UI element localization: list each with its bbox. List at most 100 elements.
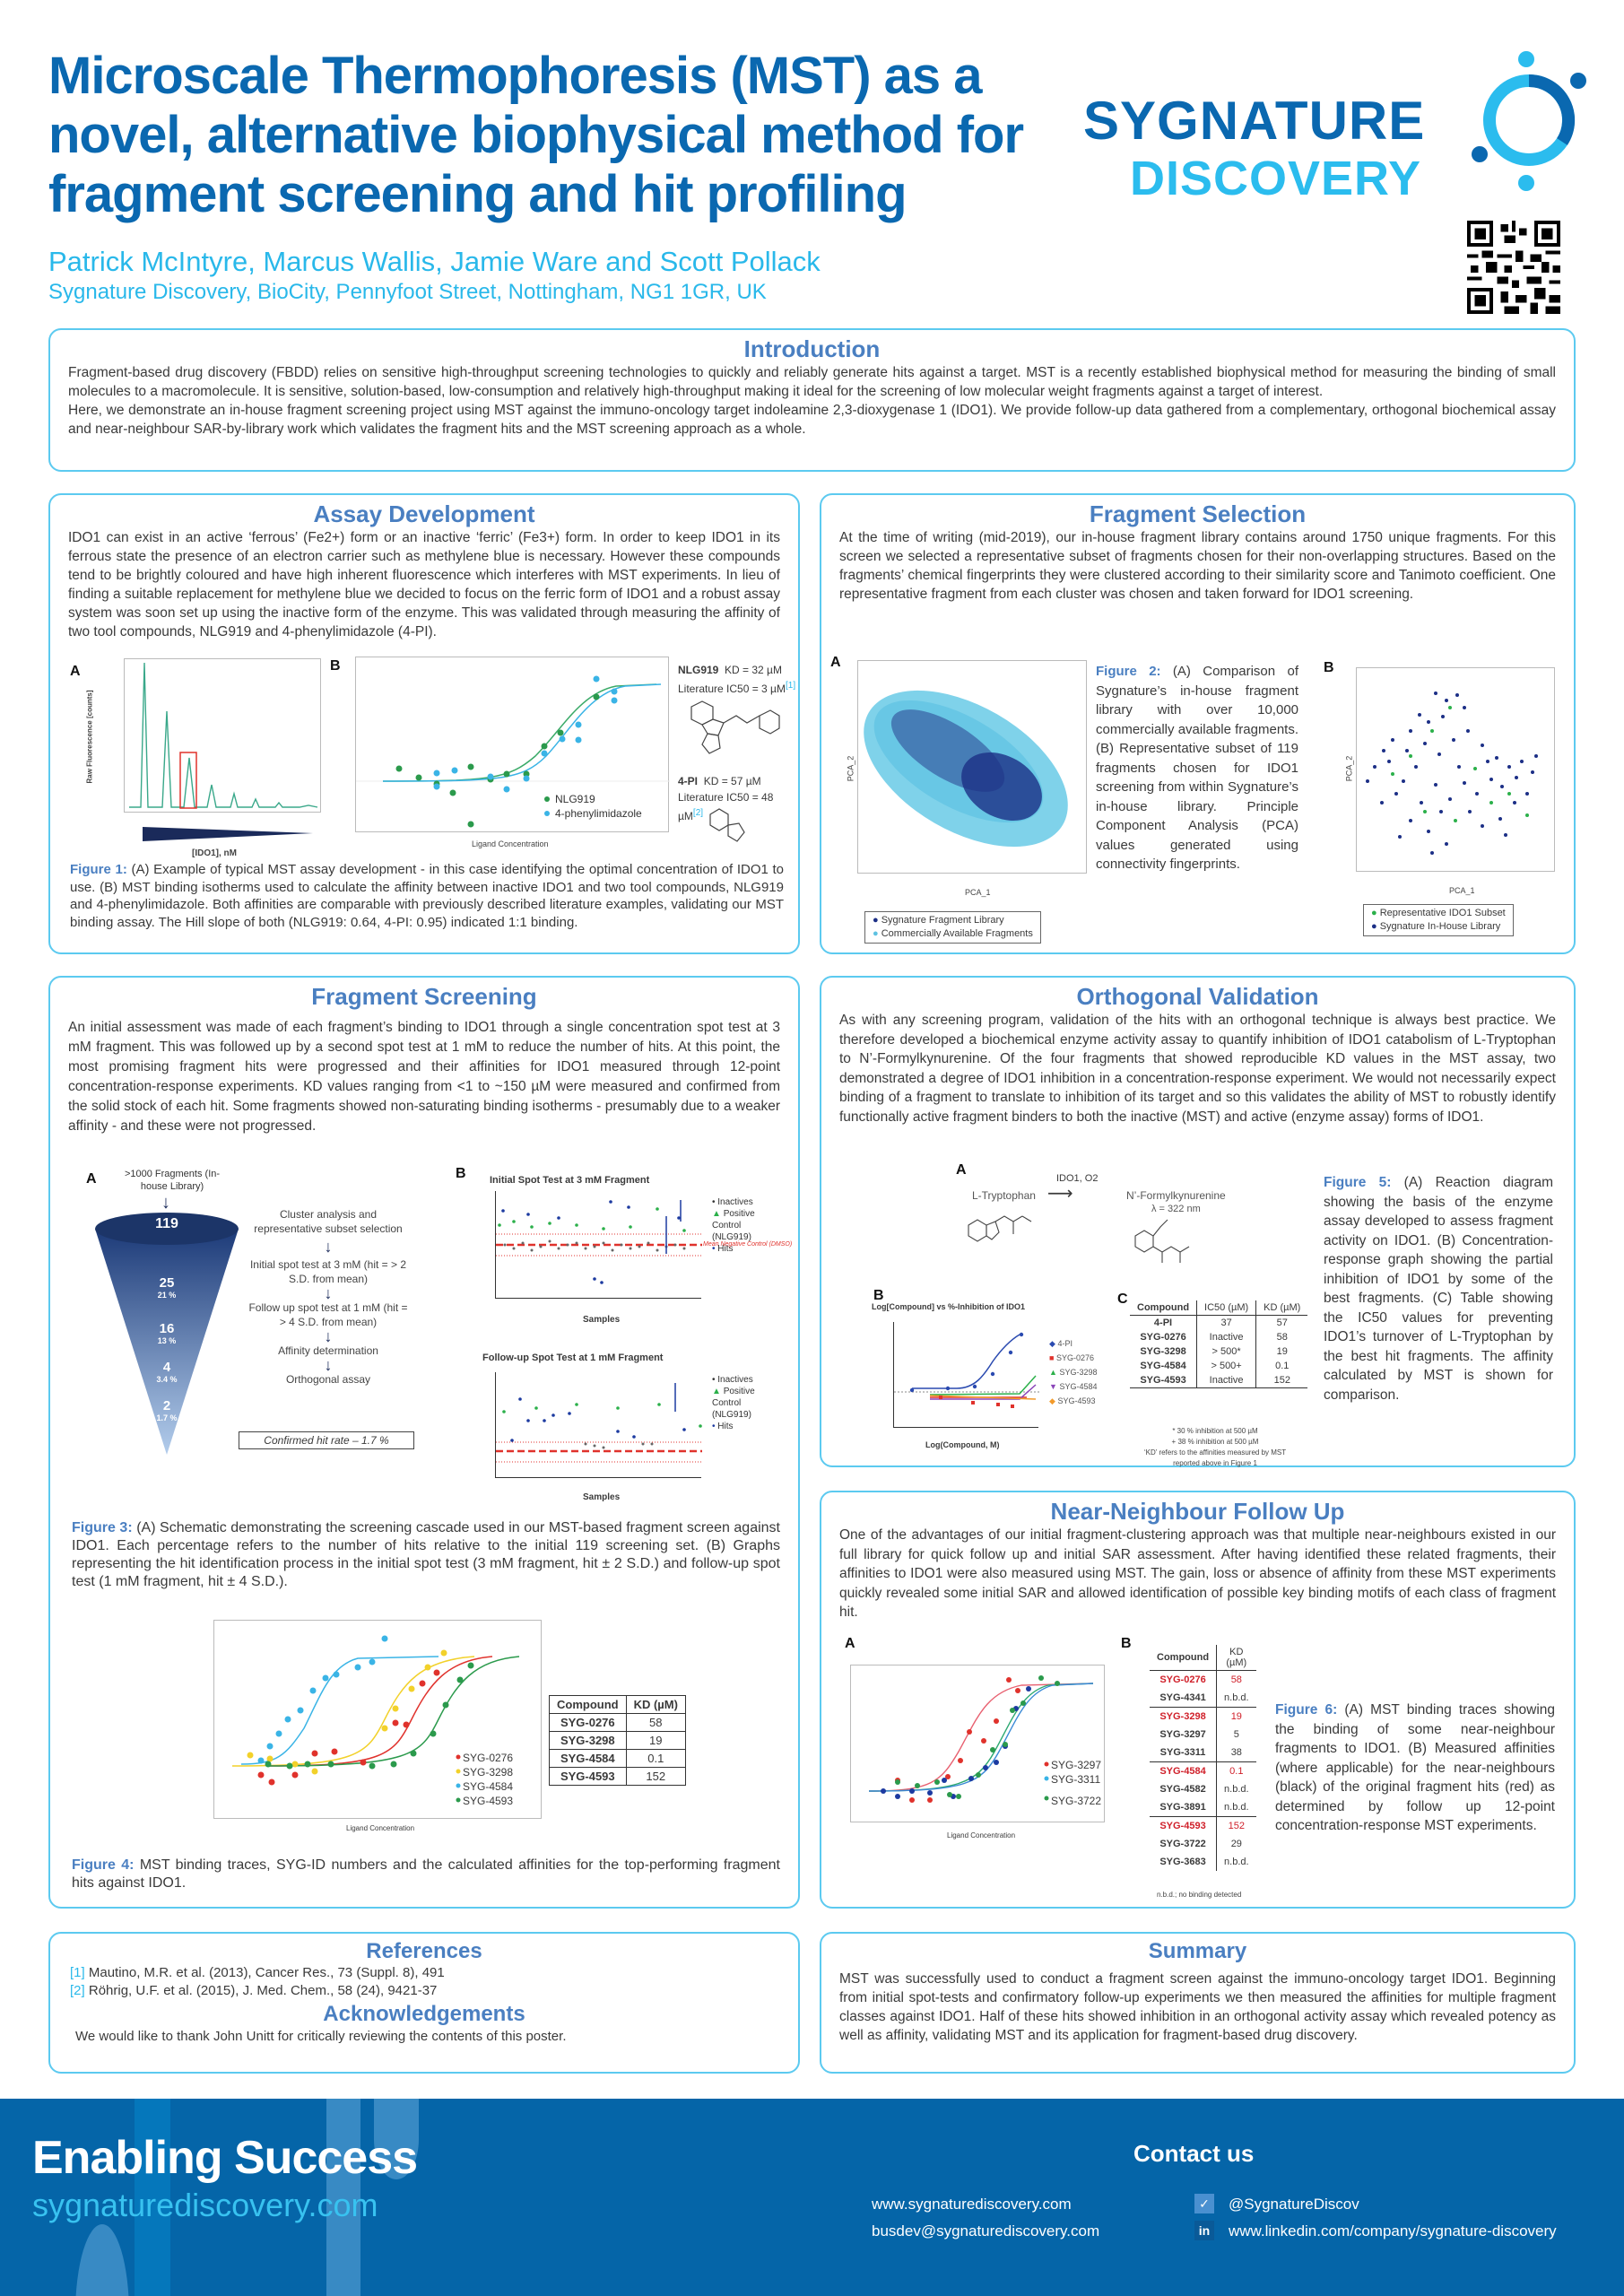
linkedin-icon[interactable]: in [1194, 2221, 1214, 2240]
twitter-handle[interactable]: @SygnatureDiscov [1229, 2196, 1359, 2213]
nlg919-lit: Literature IC50 = 3 µM [678, 683, 786, 695]
summary-panel: Summary MST was successfully used to con… [820, 1932, 1576, 2074]
fig5c-ic50-table: Compound IC50 (µM) KD (µM) 4-PI 37 57 SYG-… [1130, 1300, 1308, 1388]
fig5c-footnotes: * 30 % inhibition at 500 µM + 38 % inhib… [1139, 1426, 1291, 1469]
spot2-title: Follow-up Spot Test at 1 mM Fragment [482, 1352, 664, 1363]
fig4-legend-1: SYG-3298 [463, 1766, 514, 1779]
kd-cell: 0.1 [1229, 1766, 1244, 1777]
4pi-lit: Literature IC50 = 48 µM [678, 791, 774, 822]
fig5b-legend-3: SYG-4584 [1059, 1382, 1098, 1391]
kd-cell: 5 [1233, 1729, 1239, 1740]
spot1-legend-inactives: Inactives [717, 1197, 753, 1207]
footer-decor-shape [374, 2099, 419, 2179]
linkedin-url[interactable]: www.linkedin.com/company/sygnature-disco… [1229, 2222, 1557, 2239]
compound-cell: SYG-3297 [1150, 1726, 1218, 1744]
cascade-step-0: Cluster analysis and representative subs… [254, 1208, 403, 1235]
compound-cell: SYG-4582 [1150, 1780, 1218, 1798]
acknowledgements-text: We would like to thank John Unitt for cr… [75, 2029, 567, 2044]
reference-text-1: Röhrig, U.F. et al. (2015), J. Med. Chem… [88, 1983, 438, 1998]
fig2b-xlabel: PCA_1 [1449, 886, 1475, 895]
fig1b-legend-nlg919: NLG919 [555, 793, 595, 805]
cascade-step-4: Orthogonal assay [285, 1373, 371, 1386]
tryptophan-structure-icon [968, 1215, 1032, 1242]
4pi-ref[interactable]: [2] [692, 808, 704, 818]
table-row: SYG-3298 19 [1150, 1707, 1256, 1726]
footer-tagline: Enabling Success [32, 2132, 418, 2184]
4pi-info: 4-PI KD = 57 µM Literature IC50 = 48 µM[… [678, 773, 798, 824]
fig6a-legend-2: SYG-3722 [1051, 1795, 1102, 1807]
table-row: SYG-0276 58 [1150, 1670, 1256, 1689]
twitter-icon[interactable]: ✓ [1194, 2194, 1214, 2213]
footer-decor-shape [135, 2099, 170, 2296]
contact-email[interactable]: busdev@sygnaturediscovery.com [872, 2222, 1100, 2239]
fig5c-header-ic50: IC50 (µM) [1196, 1300, 1257, 1316]
table-row: SYG-3297 5 [1150, 1726, 1256, 1744]
fig5c-header-kd: KD (µM) [1264, 1302, 1301, 1313]
fig6a-binding-traces [850, 1665, 1105, 1822]
cascade-step-1: Initial spot test at 3 mM (hit = > 2 S.D… [249, 1258, 407, 1285]
spot1-xlabel: Samples [583, 1315, 621, 1325]
logo-ring-icon [1472, 51, 1586, 191]
fig1a-label: A [70, 664, 81, 679]
table-cell: SYG-0276 [1130, 1330, 1198, 1344]
compound-cell: SYG-3311 [1150, 1744, 1218, 1762]
reference-item-0[interactable]: [1] Mautino, M.R. et al. (2013), Cancer … [50, 1964, 798, 1982]
contact-website[interactable]: www.sygnaturediscovery.com [872, 2196, 1072, 2213]
reference-number-1: [2] [70, 1983, 85, 1998]
fig2a-legend: ● Sygnature Fragment Library ● Commercia… [864, 911, 1041, 944]
fig1b-xlabel: Ligand Concentration [472, 839, 549, 848]
cascade-step-2: Follow up spot test at 1 mM (hit = > 4 S… [248, 1301, 408, 1328]
fig2b-label: B [1324, 660, 1334, 675]
reaction-product: N’-Formylkynurenine [1126, 1189, 1226, 1202]
fig5b-label: B [873, 1288, 884, 1303]
fragment-screening-body: An initial assessment was made of each f… [68, 1020, 780, 1134]
fig1a-chromatogram [124, 658, 321, 813]
spot1-legend-hits: Hits [717, 1244, 734, 1254]
compound-cell: SYG-4341 [1150, 1689, 1218, 1708]
fig4-table-header-compound: Compound [549, 1695, 627, 1714]
fig4-binding-traces [213, 1620, 542, 1819]
poster-title: Microscale Thermophoresis (MST) as a nov… [48, 47, 1024, 223]
footer-decor-shape [75, 2224, 129, 2296]
near-neighbour-heading: Near-Neighbour Follow Up [1050, 1498, 1345, 1525]
fig6a-label: A [845, 1636, 855, 1651]
fig2-caption: Figure 2: (A) Comparison of Sygnature’s … [1096, 662, 1298, 874]
orthogonal-validation-panel: Orthogonal Validation As with any screen… [820, 976, 1576, 1467]
reference-item-1[interactable]: [2] Röhrig, U.F. et al. (2015), J. Med. … [50, 1982, 798, 2000]
table-row: SYG-4593 152 [549, 1767, 686, 1786]
summary-body: MST was successfully used to conduct a f… [839, 1971, 1556, 2043]
fig2a-xlabel: PCA_1 [965, 888, 991, 897]
compound-cell: SYG-3891 [1150, 1798, 1218, 1817]
orthogonal-body: As with any screening program, validatio… [839, 1013, 1556, 1125]
table-row: SYG-0276 58 [549, 1713, 686, 1732]
kd-cell: 58 [1230, 1674, 1242, 1685]
qr-code-icon[interactable] [1467, 221, 1560, 314]
4pi-structure-icon [709, 808, 745, 842]
spot1-chart [495, 1191, 702, 1299]
fig6-caption-text: (A) MST binding traces showing the bindi… [1275, 1702, 1556, 1833]
funnel-level-1: 25 [159, 1275, 175, 1291]
reaction-arrow-icon: ⟶ [1047, 1184, 1073, 1204]
fragment-selection-body: At the time of writing (mid-2019), our i… [839, 530, 1556, 602]
footer: Enabling Success sygnaturediscovery.com … [0, 2099, 1624, 2296]
table-cell: SYG-3298 [549, 1731, 627, 1750]
table-row: SYG-3683 n.b.d. [1150, 1853, 1256, 1871]
fig6a-legend-1: SYG-3311 [1051, 1773, 1101, 1786]
fig5b-legend-0: 4-PI [1057, 1339, 1073, 1348]
fig5b-title: Log[Compound] vs %-Inhibition of IDO1 [872, 1302, 1025, 1311]
fig3-caption: Figure 3: (A) Schematic demonstrating th… [72, 1519, 780, 1591]
funnel-levels: 119 25 21 % 16 13 % 4 3.4 % 2 1.7 % [131, 1216, 203, 1422]
table-cell: 58 [625, 1713, 686, 1732]
table-row: SYG-4593 Inactive 152 [1130, 1373, 1308, 1388]
compound-cell: SYG-3683 [1150, 1853, 1218, 1871]
fig2a-label: A [830, 655, 841, 670]
screening-funnel [95, 1213, 239, 1455]
spot1-legend-positive: Positive Control (NLG919) [712, 1209, 755, 1242]
contact-heading: Contact us [1133, 2140, 1255, 2167]
fig5b-xlabel: Log(Compound, M) [925, 1440, 1000, 1449]
funnel-level-3: 4 [162, 1360, 171, 1375]
table-row: SYG-3298 19 [549, 1731, 686, 1750]
introduction-para1: Fragment-based drug discovery (FBDD) rel… [68, 365, 1556, 399]
footer-website-big[interactable]: sygnaturediscovery.com [32, 2187, 378, 2223]
nlg919-ref[interactable]: [1] [785, 681, 796, 691]
